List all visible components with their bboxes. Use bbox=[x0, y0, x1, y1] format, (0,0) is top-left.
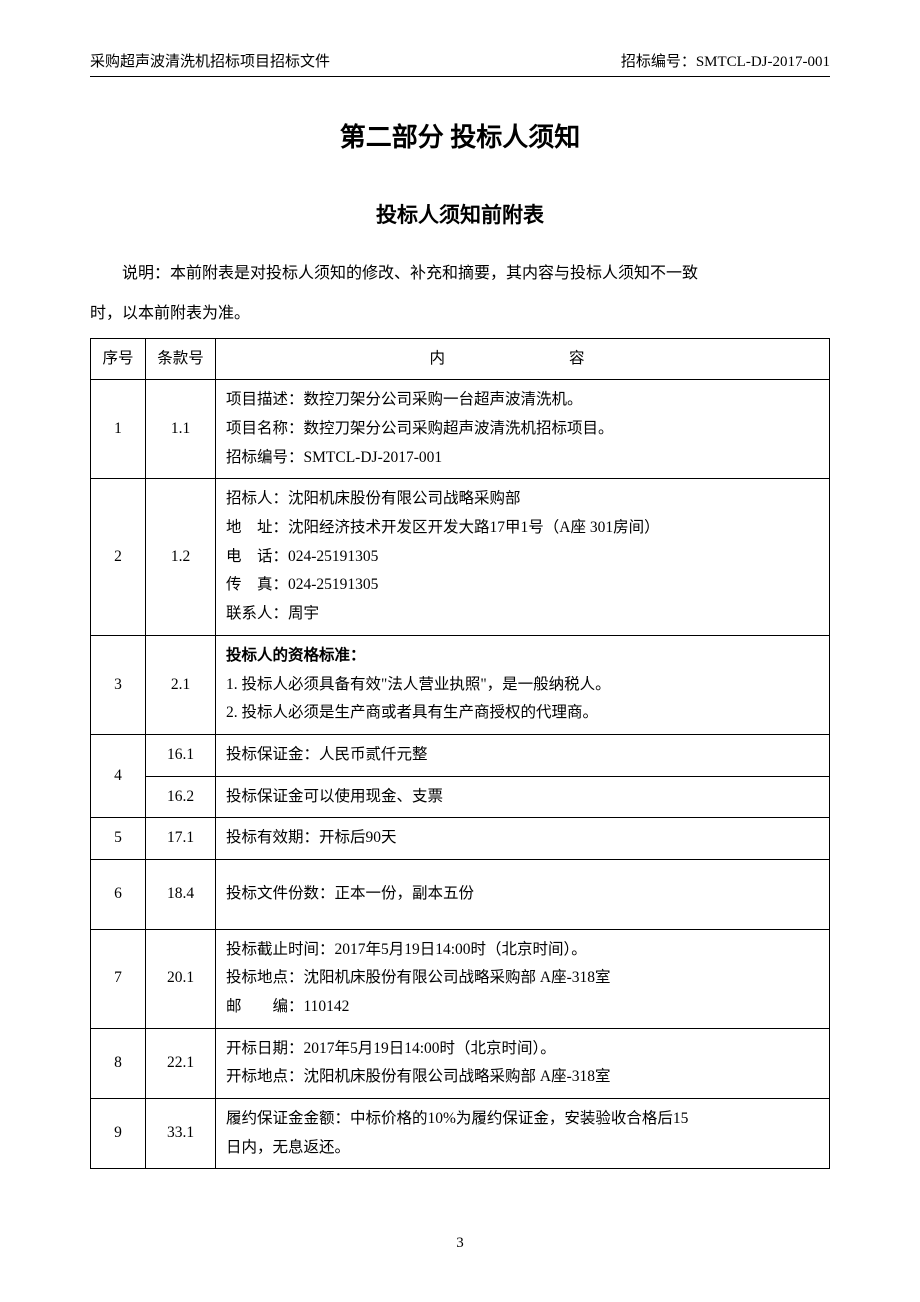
cell-clause: 16.1 bbox=[146, 734, 216, 776]
cell-clause: 1.1 bbox=[146, 380, 216, 479]
header-seq: 序号 bbox=[91, 338, 146, 380]
content-line: 投标地点：沈阳机床股份有限公司战略采购部 A座-318室 bbox=[226, 964, 821, 993]
cell-content: 投标截止时间：2017年5月19日14:00时（北京时间）。投标地点：沈阳机床股… bbox=[216, 929, 830, 1028]
content-line: 地 址：沈阳经济技术开发区开发大路17甲1号（A座 301房间） bbox=[226, 514, 821, 543]
header-right: 招标编号：SMTCL-DJ-2017-001 bbox=[621, 50, 830, 71]
cell-content: 投标保证金：人民币贰仟元整 bbox=[216, 734, 830, 776]
main-table: 序号 条款号 内 容 11.1项目描述：数控刀架分公司采购一台超声波清洗机。项目… bbox=[90, 338, 830, 1169]
content-line: 投标有效期：开标后90天 bbox=[226, 824, 821, 853]
cell-seq: 7 bbox=[91, 929, 146, 1028]
header-clause: 条款号 bbox=[146, 338, 216, 380]
content-line: 投标截止时间：2017年5月19日14:00时（北京时间）。 bbox=[226, 936, 821, 965]
content-line: 投标人的资格标准： bbox=[226, 642, 821, 671]
cell-content: 开标日期：2017年5月19日14:00时（北京时间）。开标地点：沈阳机床股份有… bbox=[216, 1028, 830, 1098]
cell-seq: 9 bbox=[91, 1098, 146, 1168]
table-row: 822.1开标日期：2017年5月19日14:00时（北京时间）。开标地点：沈阳… bbox=[91, 1028, 830, 1098]
cell-seq: 6 bbox=[91, 859, 146, 929]
table-row: 16.2投标保证金可以使用现金、支票 bbox=[91, 776, 830, 818]
content-line: 项目名称：数控刀架分公司采购超声波清洗机招标项目。 bbox=[226, 415, 821, 444]
cell-seq: 4 bbox=[91, 734, 146, 817]
content-line: 邮 编：110142 bbox=[226, 993, 821, 1022]
cell-clause: 20.1 bbox=[146, 929, 216, 1028]
cell-content: 投标保证金可以使用现金、支票 bbox=[216, 776, 830, 818]
content-line: 履约保证金金额：中标价格的10%为履约保证金，安装验收合格后15 bbox=[226, 1105, 821, 1134]
cell-seq: 1 bbox=[91, 380, 146, 479]
table-row: 11.1项目描述：数控刀架分公司采购一台超声波清洗机。项目名称：数控刀架分公司采… bbox=[91, 380, 830, 479]
cell-seq: 5 bbox=[91, 818, 146, 860]
cell-clause: 33.1 bbox=[146, 1098, 216, 1168]
table-row: 933.1履约保证金金额：中标价格的10%为履约保证金，安装验收合格后15日内，… bbox=[91, 1098, 830, 1168]
cell-content: 投标有效期：开标后90天 bbox=[216, 818, 830, 860]
table-row: 618.4 投标文件份数：正本一份，副本五份 bbox=[91, 859, 830, 929]
content-line: 项目描述：数控刀架分公司采购一台超声波清洗机。 bbox=[226, 386, 821, 415]
cell-clause: 18.4 bbox=[146, 859, 216, 929]
content-line: 电 话：024-25191305 bbox=[226, 543, 821, 572]
cell-content: 项目描述：数控刀架分公司采购一台超声波清洗机。项目名称：数控刀架分公司采购超声波… bbox=[216, 380, 830, 479]
content-line: 开标地点：沈阳机床股份有限公司战略采购部 A座-318室 bbox=[226, 1063, 821, 1092]
main-title: 第二部分 投标人须知 bbox=[90, 117, 830, 154]
cell-content: 投标人的资格标准：1. 投标人必须具备有效"法人营业执照"，是一般纳税人。2. … bbox=[216, 635, 830, 734]
content-line: 1. 投标人必须具备有效"法人营业执照"，是一般纳税人。 bbox=[226, 671, 821, 700]
page-number: 3 bbox=[0, 1235, 920, 1252]
cell-clause: 17.1 bbox=[146, 818, 216, 860]
table-row: 32.1投标人的资格标准：1. 投标人必须具备有效"法人营业执照"，是一般纳税人… bbox=[91, 635, 830, 734]
content-line: 传 真：024-25191305 bbox=[226, 571, 821, 600]
cell-clause: 16.2 bbox=[146, 776, 216, 818]
content-line: 2. 投标人必须是生产商或者具有生产商授权的代理商。 bbox=[226, 699, 821, 728]
table-row: 720.1投标截止时间：2017年5月19日14:00时（北京时间）。投标地点：… bbox=[91, 929, 830, 1028]
cell-content: 招标人：沈阳机床股份有限公司战略采购部地 址：沈阳经济技术开发区开发大路17甲1… bbox=[216, 479, 830, 635]
description-line1: 说明：本前附表是对投标人须知的修改、补充和摘要，其内容与投标人须知不一致 bbox=[90, 259, 830, 289]
cell-content: 投标文件份数：正本一份，副本五份 bbox=[216, 859, 830, 929]
sub-title: 投标人须知前附表 bbox=[90, 199, 830, 229]
cell-clause: 22.1 bbox=[146, 1028, 216, 1098]
cell-seq: 3 bbox=[91, 635, 146, 734]
cell-clause: 1.2 bbox=[146, 479, 216, 635]
page-header: 采购超声波清洗机招标项目招标文件 招标编号：SMTCL-DJ-2017-001 bbox=[90, 50, 830, 77]
cell-seq: 8 bbox=[91, 1028, 146, 1098]
table-row: 517.1 投标有效期：开标后90天 bbox=[91, 818, 830, 860]
description-line2: 时，以本前附表为准。 bbox=[90, 299, 830, 329]
cell-content: 履约保证金金额：中标价格的10%为履约保证金，安装验收合格后15日内，无息返还。 bbox=[216, 1098, 830, 1168]
cell-seq: 2 bbox=[91, 479, 146, 635]
content-line: 联系人：周宇 bbox=[226, 600, 821, 629]
content-line: 招标人：沈阳机床股份有限公司战略采购部 bbox=[226, 485, 821, 514]
cell-clause: 2.1 bbox=[146, 635, 216, 734]
content-line: 开标日期：2017年5月19日14:00时（北京时间）。 bbox=[226, 1035, 821, 1064]
table-header-row: 序号 条款号 内 容 bbox=[91, 338, 830, 380]
header-content: 内 容 bbox=[216, 338, 830, 380]
header-left: 采购超声波清洗机招标项目招标文件 bbox=[90, 50, 330, 71]
content-line: 招标编号：SMTCL-DJ-2017-001 bbox=[226, 444, 821, 473]
content-line: 日内，无息返还。 bbox=[226, 1134, 821, 1163]
table-row: 21.2招标人：沈阳机床股份有限公司战略采购部地 址：沈阳经济技术开发区开发大路… bbox=[91, 479, 830, 635]
content-line: 投标文件份数：正本一份，副本五份 bbox=[226, 880, 821, 909]
table-row: 416.1投标保证金：人民币贰仟元整 bbox=[91, 734, 830, 776]
